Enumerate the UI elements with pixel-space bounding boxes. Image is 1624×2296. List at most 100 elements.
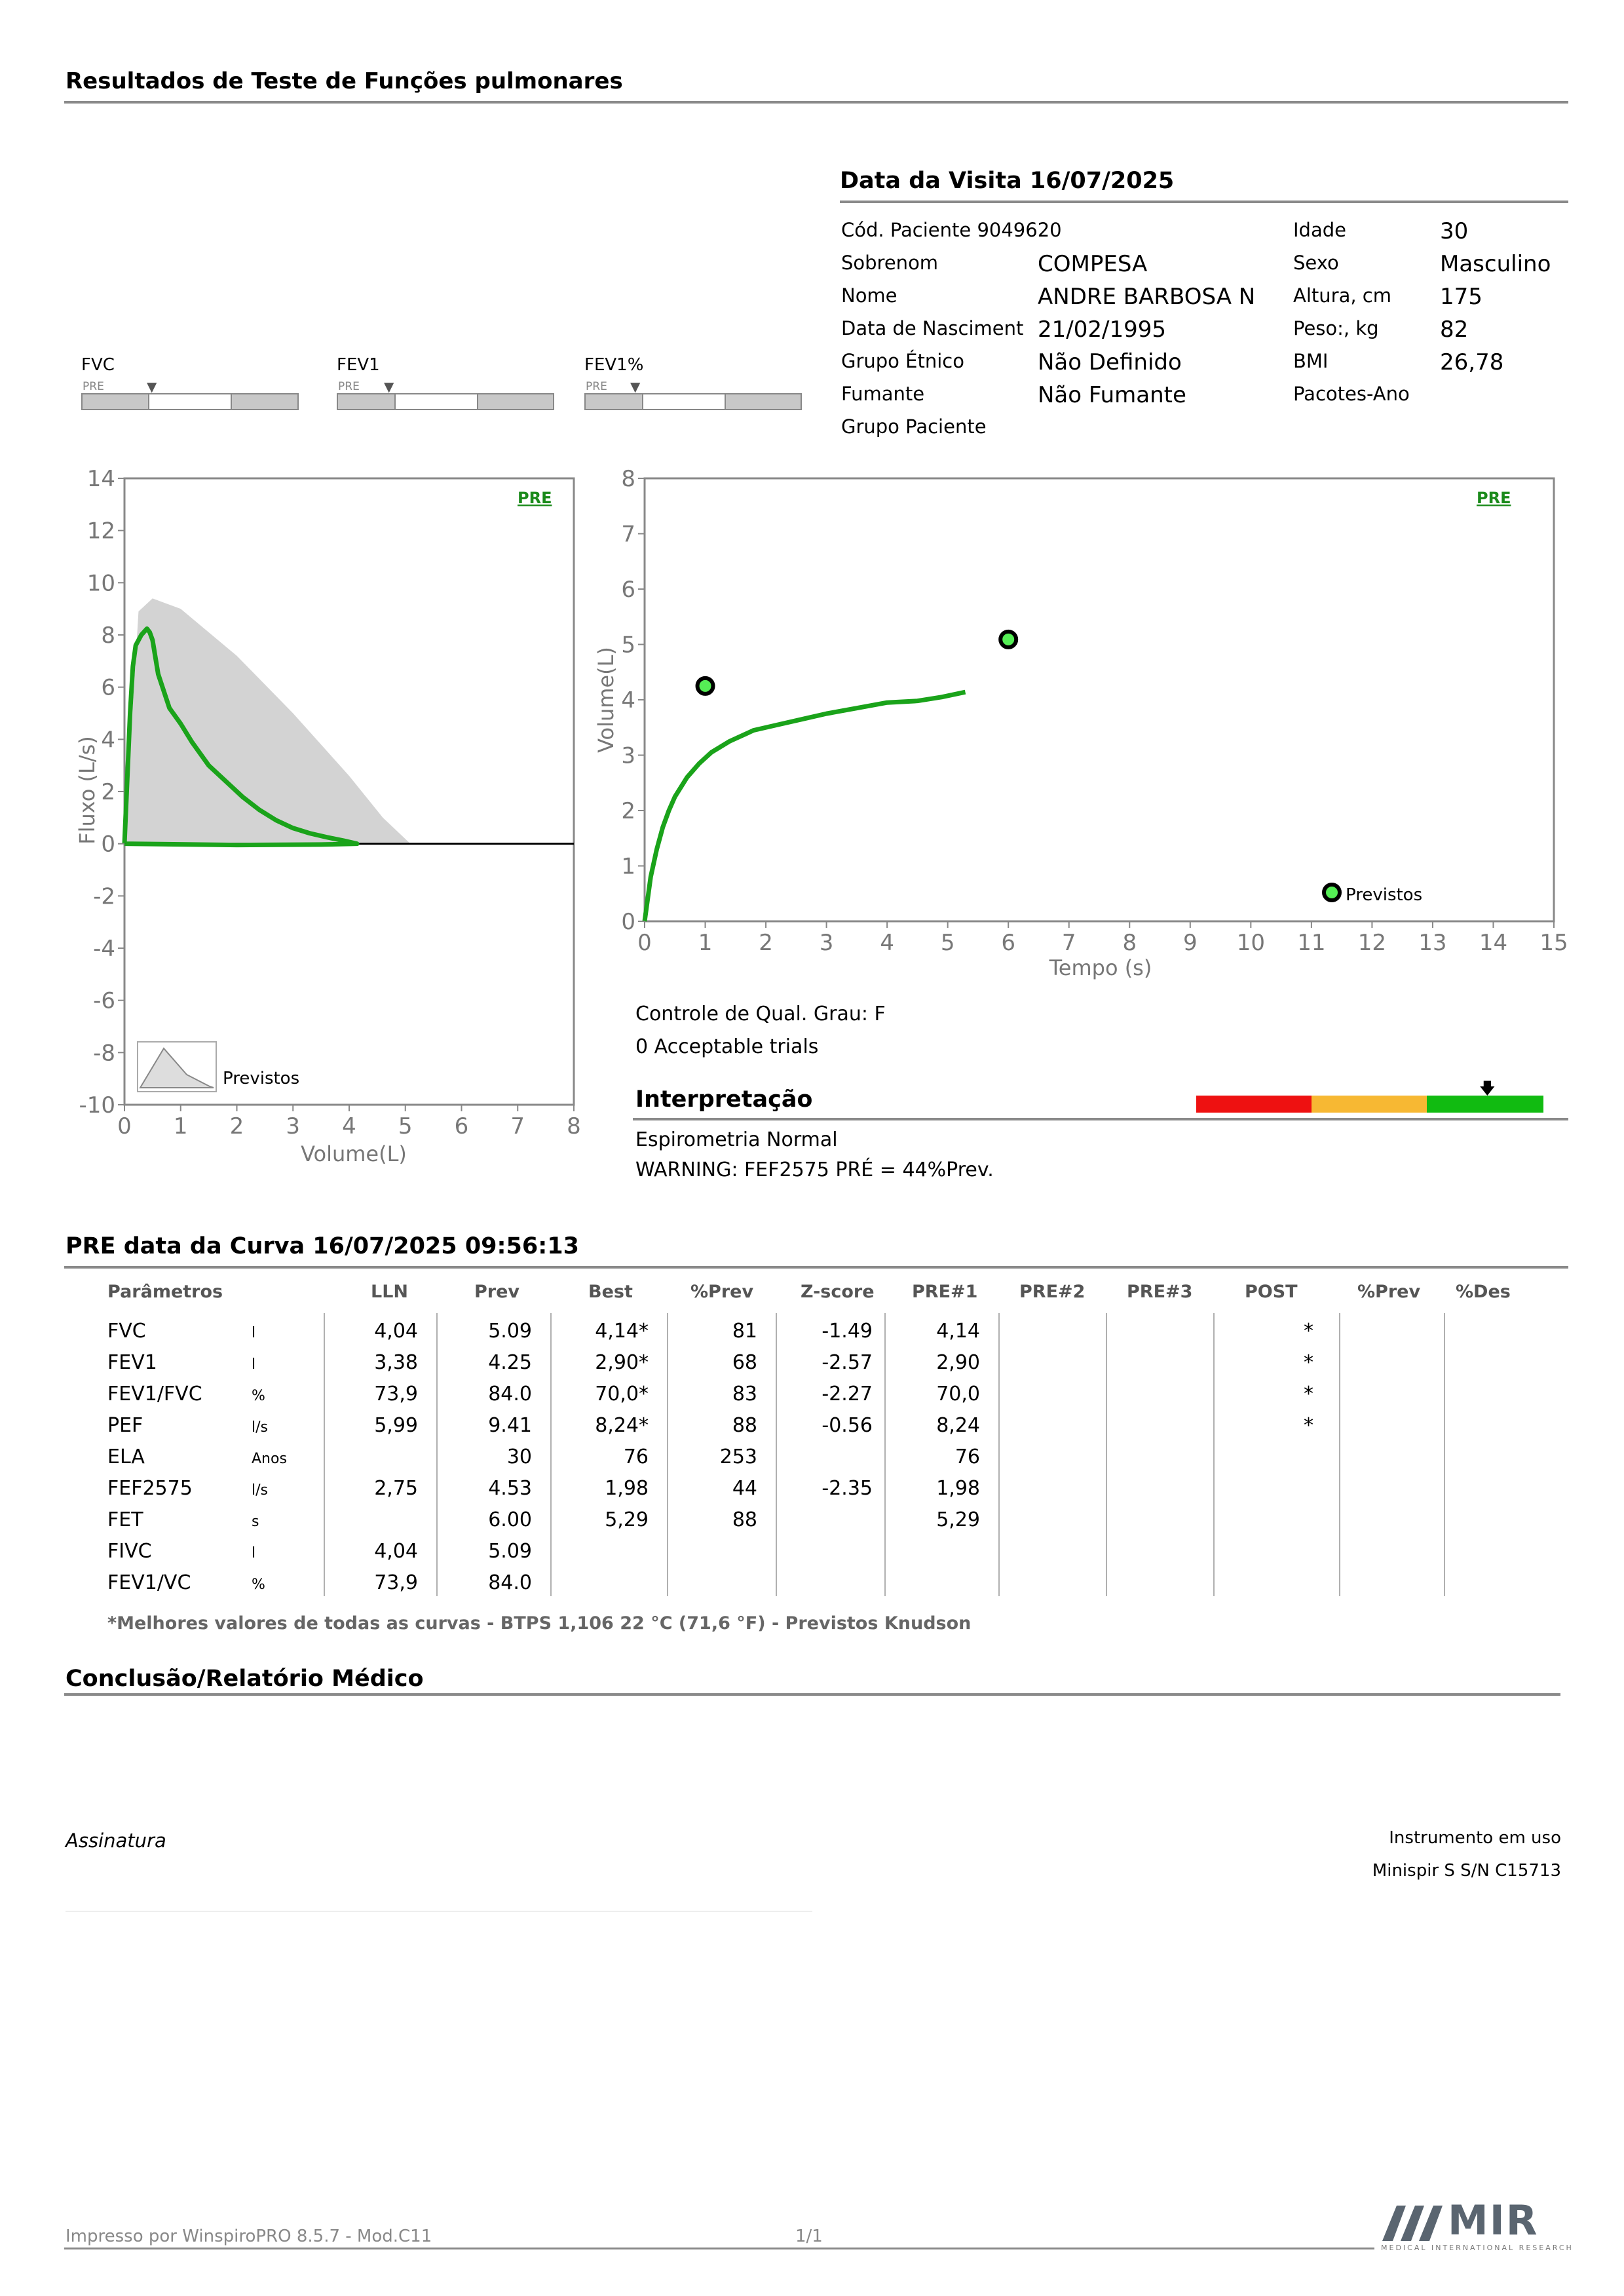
cell-post: * [1304,1320,1313,1343]
y-tick-label: 2 [621,798,635,824]
table-column-divider [1339,1313,1340,1596]
cell-z: -2.35 [821,1477,873,1500]
x-tick-label: 7 [510,1113,525,1139]
conclusion-divider [64,1693,1560,1696]
table-header-cell: %Prev [690,1282,754,1302]
gauge-normal-range [148,393,232,410]
y-tick-label: -8 [93,1040,115,1066]
cell-lln: 3,38 [374,1351,418,1374]
x-tick-label: 3 [286,1113,300,1139]
bmi-value: 26,78 [1440,349,1504,375]
parameter-name: FIVC [107,1540,152,1563]
cell-pp: 88 [732,1508,757,1531]
legend-label: Previstos [1346,885,1422,905]
cell-lln: 2,75 [374,1477,418,1500]
table-header-cell: Prev [474,1282,520,1302]
table-column-divider [884,1313,886,1596]
page-number: 1/1 [795,2227,823,2246]
gauge-label: FEV1 [337,355,380,375]
table-column-divider [998,1313,1000,1596]
x-tick-label: 1 [174,1113,188,1139]
cell-pp: 253 [719,1445,757,1468]
table-column-divider [550,1313,552,1596]
predicted-area [124,598,411,844]
table-column-divider [436,1313,438,1596]
header-divider [64,101,1568,104]
surname-value: COMPESA [1038,251,1148,277]
visit-divider [840,201,1568,203]
cell-best: 8,24* [595,1414,649,1437]
age-label: Idade [1293,219,1346,241]
age-value: 30 [1440,218,1469,244]
cell-pre1: 70,0 [936,1383,980,1406]
legend-predicted-icon [139,1047,214,1088]
cell-post: * [1304,1351,1313,1374]
x-tick-label: 10 [1237,930,1265,956]
y-tick-label: 10 [87,570,115,596]
y-tick-label: 1 [621,854,635,880]
arrow-down-icon: ▼ [147,379,157,394]
pre-tag: PRE [1477,489,1511,507]
gauge-normal-range [394,393,478,410]
x-tick-label: 13 [1418,930,1446,956]
table-column-divider [1106,1313,1107,1596]
gauge-label: FVC [81,355,115,375]
mir-logo-icon [1382,2206,1443,2241]
logo-subtitle: MEDICAL INTERNATIONAL RESEARCH [1381,2244,1574,2252]
x-tick-label: 5 [398,1113,413,1139]
cell-pp: 83 [732,1383,757,1406]
parameter-unit: l [252,1325,256,1341]
x-tick-label: 8 [567,1113,581,1139]
interpretation-text: Espirometria Normal [635,1128,838,1151]
printed-by: Impresso por WinspiroPRO 8.5.7 - Mod.C11 [66,2227,432,2246]
x-tick-label: 12 [1358,930,1386,956]
parameter-unit: % [252,1577,265,1593]
x-axis-label: Volume(L) [301,1141,407,1166]
x-tick-label: 6 [455,1113,469,1139]
legend-predicted-marker [1322,883,1342,902]
pre-tag: PRE [518,489,552,507]
cell-prev: 4.53 [488,1477,532,1500]
ethnic-value: Não Definido [1038,349,1182,375]
parameter-unit: l/s [252,1482,268,1499]
parameter-name: PEF [107,1414,143,1437]
y-tick-label: 2 [101,779,115,805]
cell-pp: 88 [732,1414,757,1437]
birthdate-value: 21/02/1995 [1038,316,1166,343]
cell-pre1: 4,14 [936,1320,980,1343]
x-tick-label: 4 [880,930,894,956]
y-axis-label: Fluxo (L/s) [75,736,100,845]
x-tick-label: 6 [1001,930,1015,956]
curve-title: PRE data da Curva 16/07/2025 09:56:13 [66,1233,579,1259]
name-label: Nome [841,284,897,307]
y-tick-label: -2 [93,883,115,909]
weight-label: Peso:, kg [1293,317,1379,339]
cell-pre1: 76 [954,1445,980,1468]
x-tick-label: 11 [1297,930,1325,956]
table-header-cell: LLN [371,1282,409,1302]
y-tick-label: 14 [87,466,115,492]
cell-best: 5,29 [605,1508,649,1531]
patient-group-label: Grupo Paciente [841,415,987,438]
parameter-unit: Anos [252,1451,287,1467]
table-column-divider [1213,1313,1215,1596]
signature-line [66,1911,812,1912]
cell-z: -0.56 [821,1414,873,1437]
parameter-unit: % [252,1388,265,1404]
instrument-value: Minispir S S/N C15713 [1372,1861,1561,1881]
cell-lln: 4,04 [374,1320,418,1343]
table-header-cell: PRE#2 [1019,1282,1086,1302]
gauge-normal-range [642,393,726,410]
patient-code: Cód. Paciente 9049620 [841,219,1062,241]
footer-divider [64,2248,1374,2249]
table-header-cell: Z-score [801,1282,875,1302]
cell-prev: 9.41 [488,1414,532,1437]
x-tick-label: 0 [117,1113,132,1139]
gauge-label: FEV1% [584,355,644,375]
plot-frame [643,477,1555,923]
y-tick-label: 6 [621,577,635,603]
parameter-unit: s [252,1514,259,1530]
y-tick-label: -6 [93,988,115,1014]
